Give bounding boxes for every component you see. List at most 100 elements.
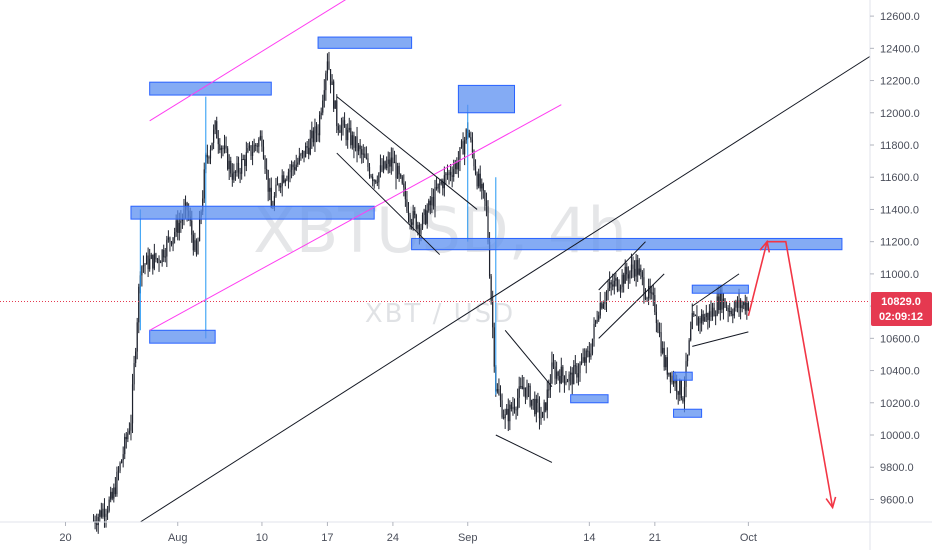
- candle-body: [496, 389, 498, 392]
- candle-body: [688, 340, 690, 355]
- candle-body: [576, 365, 578, 378]
- candle-body: [446, 173, 449, 176]
- candle-body: [398, 165, 400, 175]
- candle-body: [284, 180, 286, 183]
- wedge-lower-line[interactable]: [336, 152, 441, 255]
- candle-body: [535, 398, 537, 415]
- candle-body: [361, 149, 363, 155]
- candle-body: [223, 145, 226, 150]
- wedge-lower-line[interactable]: [495, 434, 553, 463]
- candle-body: [683, 386, 686, 402]
- candle-body: [568, 374, 570, 382]
- candle-body: [222, 147, 224, 150]
- candle-body: [365, 157, 367, 159]
- x-axis[interactable]: 20 Aug 10 17 24 Sep 14 21 Oct: [59, 522, 757, 544]
- sr-zone[interactable]: [673, 408, 703, 418]
- candle-body: [387, 159, 389, 164]
- channel-lower-line[interactable]: [149, 104, 562, 331]
- flag-lower-line[interactable]: [598, 273, 665, 339]
- sr-zone[interactable]: [149, 329, 216, 344]
- candle-body: [707, 312, 709, 321]
- y-tick-label: 10600.0: [880, 333, 920, 345]
- candle-body: [124, 436, 126, 455]
- projection-path[interactable]: [747, 240, 834, 508]
- y-tick-label: 12000.0: [880, 108, 920, 120]
- candle-body: [170, 241, 173, 245]
- sr-zone[interactable]: [673, 371, 693, 381]
- candle-body: [247, 148, 249, 153]
- candle-body: [730, 310, 732, 315]
- candle-body: [607, 288, 609, 293]
- candle-body: [487, 205, 489, 242]
- candle-body: [694, 315, 696, 317]
- candle-body: [320, 112, 322, 116]
- candle-body: [392, 157, 394, 164]
- candle-body: [727, 308, 729, 312]
- candle-body: [227, 148, 229, 170]
- flag-upper-line[interactable]: [598, 241, 646, 291]
- candle-body: [459, 147, 461, 162]
- candle-body: [479, 173, 481, 189]
- candle-body: [676, 378, 678, 392]
- candle-body: [448, 171, 450, 176]
- candle-body: [499, 394, 502, 401]
- candle-body: [329, 69, 332, 85]
- candle-body: [406, 199, 408, 212]
- candle-body: [110, 491, 112, 500]
- candle-body: [465, 129, 467, 141]
- candle-body: [99, 510, 101, 517]
- candle-body: [159, 262, 162, 264]
- wedge-upper-line[interactable]: [336, 96, 478, 210]
- candle-body: [172, 237, 174, 245]
- candle-body: [618, 289, 620, 291]
- candle-body: [121, 460, 123, 463]
- candle-body: [245, 152, 247, 167]
- sr-zone[interactable]: [691, 284, 749, 294]
- candle-body: [428, 200, 430, 211]
- wedge-upper-line[interactable]: [504, 329, 553, 387]
- candle-body: [509, 404, 511, 422]
- candle-body: [432, 196, 435, 207]
- candle-body: [718, 296, 720, 311]
- candle-body: [368, 167, 371, 176]
- candle-body: [303, 150, 305, 158]
- candle-body: [609, 282, 611, 289]
- candle-body: [248, 145, 251, 149]
- channel-upper-line[interactable]: [149, 0, 356, 122]
- wedge-upper-line[interactable]: [691, 273, 740, 307]
- sr-zone[interactable]: [411, 237, 843, 251]
- candle-body: [713, 307, 715, 317]
- sr-zone[interactable]: [130, 205, 375, 220]
- candle-body: [409, 215, 411, 223]
- candle-body: [420, 228, 422, 234]
- candle-body: [367, 158, 369, 168]
- sr-zone[interactable]: [457, 84, 516, 114]
- candle-body: [738, 299, 740, 308]
- candle-body: [362, 153, 364, 155]
- candle-body: [560, 366, 562, 384]
- candle-body: [301, 150, 304, 155]
- wedge-lower-line[interactable]: [692, 331, 749, 347]
- candle-body: [473, 152, 475, 167]
- candle-body: [554, 366, 556, 379]
- candle-body: [445, 173, 447, 176]
- y-axis[interactable]: 9600.0 9800.0 10000.0 10200.0 10400.0 10600.0…: [870, 11, 920, 506]
- candle-body: [233, 171, 235, 180]
- candle-body: [545, 402, 547, 411]
- candle-body: [464, 140, 466, 155]
- sr-zone[interactable]: [149, 81, 272, 96]
- candle-body: [270, 187, 272, 209]
- candle-body: [591, 338, 594, 354]
- candle-body: [400, 174, 402, 177]
- trendline-line[interactable]: [140, 55, 871, 523]
- projection-down-arrowhead: [825, 496, 837, 510]
- sr-zone[interactable]: [570, 394, 609, 404]
- candle-body: [325, 73, 327, 91]
- x-tick-label: 10: [256, 532, 268, 544]
- candle-body: [166, 239, 168, 257]
- candle-body: [407, 211, 410, 216]
- candle-body: [359, 145, 361, 150]
- sr-zone[interactable]: [317, 36, 413, 49]
- candle-body: [501, 400, 503, 418]
